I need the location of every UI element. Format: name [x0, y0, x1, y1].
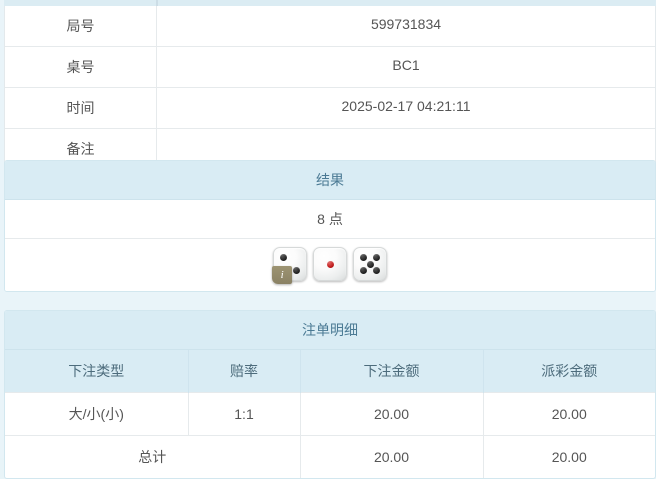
info-label-round-no: 局号	[5, 6, 157, 46]
die-2	[313, 247, 347, 281]
cell-total-payout-amount: 20.00	[483, 435, 655, 478]
column-header-bet-amount: 下注金额	[300, 350, 484, 393]
round-info-table: 局号 599731834 桌号 BC1 时间 2025-02-17 04:21:…	[4, 6, 656, 170]
previous-row-sliver	[4, 0, 656, 6]
table-header-row: 下注类型 赔率 下注金额 派彩金额	[5, 350, 655, 393]
bet-detail-title: 注单明细	[5, 311, 655, 350]
result-panel: 结果 8 点 i	[4, 160, 656, 292]
cell-payout-amount: 20.00	[483, 392, 655, 436]
info-value-round-no: 599731834	[157, 6, 655, 46]
cell-bet-type: 大/小(小)	[5, 392, 189, 436]
die-pip	[280, 254, 288, 261]
game-result-page: 局号 599731834 桌号 BC1 时间 2025-02-17 04:21:…	[4, 0, 656, 479]
table-row: 大/小(小) 1:1 20.00 20.00	[5, 392, 655, 436]
info-badge-icon[interactable]: i	[272, 266, 293, 284]
cell-odds: 1:1	[188, 392, 301, 436]
cell-bet-amount: 20.00	[300, 392, 484, 436]
result-points-value: 8 点	[5, 200, 655, 239]
die-pip	[372, 267, 380, 274]
info-value-time: 2025-02-17 04:21:11	[157, 88, 655, 128]
die-pip	[359, 254, 367, 261]
table-row: 桌号 BC1	[5, 46, 655, 87]
bet-detail-panel: 注单明细 下注类型 赔率 下注金额 派彩金额 大/小(小) 1:1 20.00 …	[4, 310, 656, 479]
cell-total-label: 总计	[5, 435, 301, 478]
info-label-table-no: 桌号	[5, 47, 157, 87]
result-dice-row: i	[5, 239, 655, 291]
die-pip	[359, 267, 367, 274]
table-row: 局号 599731834	[5, 6, 655, 46]
die-pip	[366, 261, 374, 268]
column-header-bet-type: 下注类型	[5, 350, 189, 393]
die-3	[352, 247, 387, 281]
die-pip	[293, 267, 301, 274]
info-value-table-no: BC1	[157, 47, 655, 87]
bet-detail-table: 下注类型 赔率 下注金额 派彩金额 大/小(小) 1:1 20.00 20.00…	[5, 350, 655, 478]
table-total-row: 总计 20.00 20.00	[5, 435, 655, 478]
column-header-payout-amount: 派彩金额	[483, 350, 655, 393]
result-panel-title: 结果	[5, 161, 655, 200]
sliver-divider	[156, 0, 158, 6]
dice-group: i	[272, 247, 388, 284]
die-1: i	[272, 247, 308, 284]
die-pip	[372, 254, 380, 261]
column-header-odds: 赔率	[188, 350, 301, 393]
die-pip-red	[327, 261, 334, 268]
table-row: 时间 2025-02-17 04:21:11	[5, 87, 655, 128]
info-label-time: 时间	[5, 88, 157, 128]
cell-total-bet-amount: 20.00	[300, 435, 484, 478]
